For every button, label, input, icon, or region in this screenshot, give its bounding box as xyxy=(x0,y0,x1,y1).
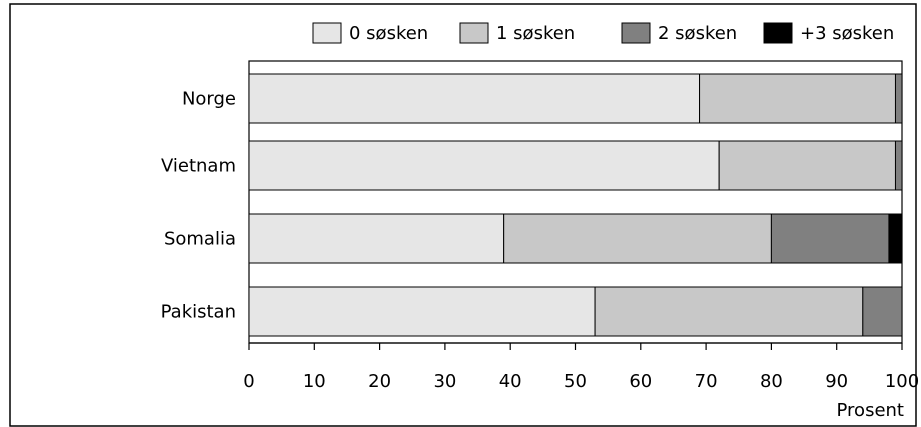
legend-swatch-plus3-s-sken xyxy=(763,22,793,44)
x-tick-label-50: 50 xyxy=(564,371,587,392)
legend-label-0-s-sken: 0 søsken xyxy=(349,23,428,44)
x-axis: 0 10 20 30 40 50 60 70 80 90 100 xyxy=(243,342,919,392)
x-tick-label-70: 70 xyxy=(695,371,718,392)
plot-area: Norge Vietnam Somalia Pakistan xyxy=(161,60,903,344)
x-tick-label-30: 30 xyxy=(433,371,456,392)
bar-somalia-0-s-sken xyxy=(248,213,505,264)
legend-label-plus3-s-sken: +3 søsken xyxy=(800,23,894,44)
bar-norge-1-s-sken xyxy=(699,73,896,124)
category-label-somalia: Somalia xyxy=(164,229,236,250)
x-tick-label-10: 10 xyxy=(303,371,326,392)
x-axis-label: Prosent xyxy=(837,400,904,421)
legend-swatch-2-s-sken xyxy=(621,22,651,44)
legend-label-1-s-sken: 1 søsken xyxy=(496,23,575,44)
x-tick-label-20: 20 xyxy=(368,371,391,392)
bar-somalia-plus3-s-sken xyxy=(888,213,903,264)
bar-somalia-1-s-sken xyxy=(503,213,772,264)
x-tick-label-100: 100 xyxy=(885,371,919,392)
bar-pakistan-1-s-sken xyxy=(594,286,864,337)
x-tick-label-80: 80 xyxy=(760,371,783,392)
bar-vietnam-2-s-sken xyxy=(894,140,903,191)
bar-vietnam-1-s-sken xyxy=(718,140,896,191)
legend-label-2-s-sken: 2 søsken xyxy=(658,23,737,44)
category-label-pakistan: Pakistan xyxy=(161,302,236,323)
bar-somalia-2-s-sken xyxy=(770,213,890,264)
bar-norge-2-s-sken xyxy=(894,73,903,124)
bar-pakistan-0-s-sken xyxy=(248,286,596,337)
bar-vietnam-0-s-sken xyxy=(248,140,720,191)
bar-norge-0-s-sken xyxy=(248,73,701,124)
category-label-norge: Norge xyxy=(182,89,236,110)
legend-swatch-0-s-sken xyxy=(312,22,342,44)
x-tick-label-0: 0 xyxy=(243,371,254,392)
legend: 0 søsken 1 søsken 2 søsken +3 søsken xyxy=(312,22,894,44)
x-tick-label-40: 40 xyxy=(499,371,522,392)
legend-swatch-1-s-sken xyxy=(459,22,489,44)
x-tick-label-90: 90 xyxy=(825,371,848,392)
bar-pakistan-2-s-sken xyxy=(862,286,903,337)
category-label-vietnam: Vietnam xyxy=(161,156,236,177)
x-tick-label-60: 60 xyxy=(629,371,652,392)
